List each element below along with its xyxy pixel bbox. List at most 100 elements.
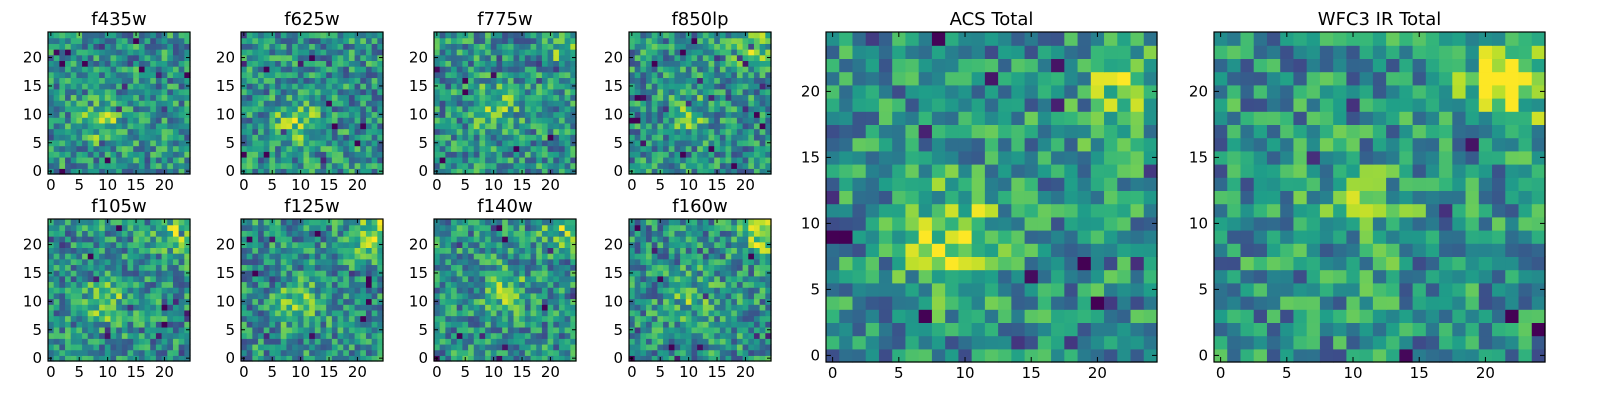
heatmap-cell	[87, 37, 95, 44]
heatmap-cell	[536, 151, 543, 158]
heatmap-cell	[878, 348, 893, 363]
heatmap-cell	[138, 338, 146, 345]
heatmap-cell	[320, 122, 327, 130]
heatmap-cell	[536, 298, 543, 305]
heatmap-cell	[99, 326, 106, 334]
heatmap-cell	[87, 66, 95, 73]
heatmap-cell	[564, 117, 571, 124]
heatmap-cell	[87, 134, 95, 141]
heatmap-cell	[697, 168, 704, 175]
heatmap-cell	[865, 269, 880, 284]
heatmap-cell	[59, 66, 66, 73]
heatmap-cell	[275, 281, 282, 288]
heatmap-cell	[496, 304, 503, 311]
heatmap-cell	[513, 77, 520, 84]
heatmap-cell	[309, 32, 316, 39]
heatmap-cell	[82, 145, 89, 152]
heatmap-cell	[172, 326, 180, 334]
heatmap-cell	[445, 270, 452, 277]
heatmap-cell	[507, 71, 515, 79]
heatmap-cell	[309, 270, 316, 277]
heatmap-cell	[496, 321, 503, 328]
heatmap-cell	[651, 94, 658, 101]
heatmap-cell	[258, 60, 265, 67]
heatmap-cell	[354, 162, 361, 169]
heatmap-cell	[144, 100, 151, 107]
heatmap-cell	[76, 105, 83, 113]
heatmap-cell	[155, 219, 163, 226]
heatmap-cell	[826, 309, 840, 323]
heatmap-cell	[48, 309, 55, 317]
heatmap-cell	[541, 134, 549, 141]
heatmap-cell	[53, 71, 60, 79]
heatmap-cell	[1011, 177, 1026, 191]
heatmap-cell	[354, 332, 361, 339]
heatmap-cell	[138, 236, 146, 243]
heatmap-cell	[640, 134, 647, 141]
heatmap-cell	[110, 292, 117, 300]
heatmap-cell	[297, 117, 305, 124]
heatmap-cell	[541, 54, 549, 61]
heatmap-cell	[104, 224, 112, 231]
heatmap-cell	[104, 304, 112, 311]
heatmap-cell	[133, 94, 140, 101]
heatmap-cell	[116, 258, 123, 266]
heatmap-cell	[519, 94, 526, 101]
heatmap-cell	[496, 60, 503, 67]
heatmap-cell	[434, 309, 441, 317]
heatmap-cell	[320, 219, 327, 226]
heatmap-cell	[93, 111, 100, 118]
heatmap-cell	[87, 54, 95, 61]
heatmap-cell	[451, 37, 458, 44]
heatmap-cell	[485, 122, 492, 130]
heatmap-cell	[48, 105, 55, 113]
heatmap-cell	[178, 287, 185, 294]
heatmap-cell	[331, 343, 339, 351]
heatmap-cell	[263, 71, 270, 79]
heatmap-cell	[451, 117, 458, 124]
heatmap-cell	[1037, 230, 1052, 244]
heatmap-cell	[246, 349, 253, 356]
heatmap-cell	[547, 287, 554, 294]
heatmap-cell	[93, 219, 100, 226]
heatmap-cell	[280, 111, 288, 118]
heatmap-cell	[116, 88, 123, 96]
heatmap-cell	[958, 282, 973, 297]
heatmap-cell	[150, 128, 157, 135]
heatmap-cell	[331, 309, 339, 317]
heatmap-cell	[263, 66, 270, 73]
heatmap-cell	[1077, 124, 1092, 139]
heatmap-cell	[558, 94, 566, 101]
heatmap-cell	[155, 315, 163, 322]
heatmap-cell	[309, 253, 316, 260]
heatmap-cell	[246, 258, 253, 266]
heatmap-cell	[48, 338, 55, 345]
heatmap-cell	[184, 281, 191, 288]
heatmap-cell	[765, 145, 772, 152]
heatmap-cell	[331, 247, 339, 254]
heatmap-cell	[496, 270, 503, 277]
heatmap-cell	[70, 54, 77, 61]
heatmap-cell	[473, 117, 481, 124]
heatmap-cell	[502, 332, 509, 339]
heatmap-cell	[331, 292, 339, 300]
heatmap-cell	[155, 281, 163, 288]
heatmap-cell	[714, 49, 721, 56]
heatmap-cell	[462, 309, 469, 317]
heatmap-cell	[138, 298, 146, 305]
heatmap-cell	[116, 105, 123, 113]
heatmap-cell	[178, 315, 185, 322]
heatmap-cell	[702, 43, 710, 50]
heatmap-cell	[127, 355, 134, 362]
heatmap-cell	[553, 83, 560, 90]
heatmap-cell	[513, 298, 520, 305]
heatmap-cell	[496, 292, 503, 300]
heatmap-cell	[1104, 243, 1118, 257]
heatmap-cell	[246, 71, 253, 79]
heatmap-cell	[167, 117, 174, 124]
heatmap-cell	[719, 122, 727, 130]
heatmap-cell	[121, 122, 129, 130]
heatmap-cell	[536, 88, 543, 96]
heatmap-cell	[172, 122, 180, 130]
heatmap-cell	[172, 304, 180, 311]
